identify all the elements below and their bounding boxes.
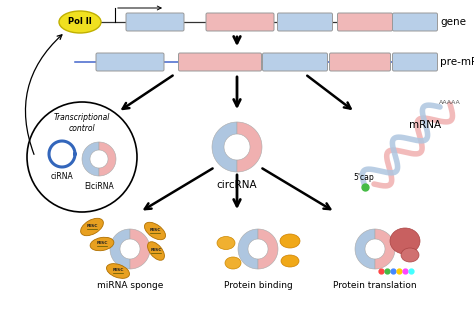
FancyBboxPatch shape [392,53,438,71]
Text: Protein binding: Protein binding [224,281,292,290]
FancyBboxPatch shape [96,53,164,71]
Text: 5'cap: 5'cap [353,172,374,182]
Text: circRNA: circRNA [217,180,257,190]
Polygon shape [375,229,395,269]
Ellipse shape [147,242,164,260]
Text: RISC: RISC [112,268,124,272]
Polygon shape [99,142,116,176]
Text: Pol II: Pol II [68,17,92,27]
Text: mRNA: mRNA [409,120,441,130]
FancyBboxPatch shape [277,13,332,31]
Ellipse shape [225,257,241,269]
Text: AAAAA: AAAAA [439,100,461,105]
Ellipse shape [390,228,420,254]
FancyBboxPatch shape [392,13,438,31]
Text: gene: gene [440,17,466,27]
Polygon shape [238,229,258,269]
Polygon shape [110,229,130,269]
Ellipse shape [280,234,300,248]
FancyBboxPatch shape [126,13,184,31]
Text: RISC: RISC [96,241,108,245]
FancyBboxPatch shape [206,13,274,31]
Polygon shape [355,229,375,269]
FancyBboxPatch shape [263,53,328,71]
Ellipse shape [81,218,103,236]
Circle shape [27,102,137,212]
Text: ElciRNA: ElciRNA [84,182,114,191]
Text: miRNA sponge: miRNA sponge [97,281,163,290]
Ellipse shape [281,255,299,267]
Text: Protein translation: Protein translation [333,281,417,290]
Ellipse shape [107,264,129,278]
Ellipse shape [217,236,235,249]
Polygon shape [82,142,99,176]
Text: RISC: RISC [86,224,98,228]
FancyBboxPatch shape [179,53,262,71]
Polygon shape [258,229,278,269]
Ellipse shape [401,248,419,262]
Text: RISC: RISC [150,248,162,252]
Text: RISC: RISC [149,228,161,232]
Text: Transcriptional
control: Transcriptional control [54,113,110,133]
FancyBboxPatch shape [329,53,391,71]
Ellipse shape [59,11,101,33]
Text: ciRNA: ciRNA [51,172,73,181]
Ellipse shape [145,222,165,240]
Polygon shape [130,229,150,269]
Ellipse shape [90,237,114,251]
Polygon shape [212,122,237,172]
Text: pre-mRNA: pre-mRNA [440,57,474,67]
FancyBboxPatch shape [337,13,392,31]
Polygon shape [237,122,262,172]
